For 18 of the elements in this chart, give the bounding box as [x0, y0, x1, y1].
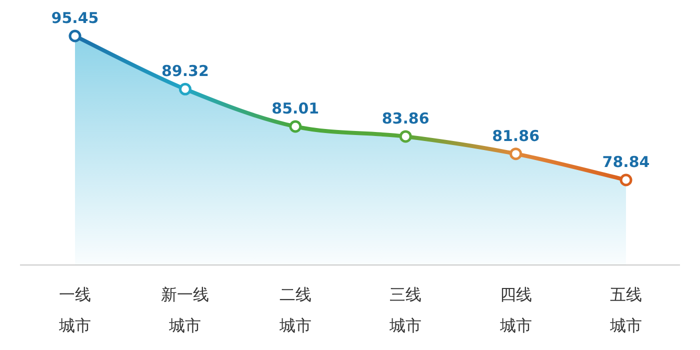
data-label: 83.86 — [382, 109, 430, 128]
point — [399, 130, 412, 143]
data-label: 81.86 — [492, 126, 540, 145]
x-tick-label: 二线城市 — [278, 285, 312, 335]
x-tick-label: 新一线城市 — [161, 285, 210, 335]
data-label: 95.45 — [51, 9, 99, 27]
point — [178, 82, 192, 96]
data-label: 78.84 — [602, 153, 650, 171]
x-tick-label: 三线城市 — [388, 285, 422, 335]
x-tick-label: 四线城市 — [498, 285, 532, 335]
point — [620, 174, 632, 186]
data-label: 89.32 — [161, 62, 209, 80]
point — [68, 30, 82, 42]
point — [510, 148, 522, 160]
x-tick-label: 五线城市 — [609, 285, 642, 335]
x-tick-label: 一线城市 — [58, 285, 91, 335]
point — [289, 120, 302, 133]
data-label: 85.01 — [272, 100, 320, 118]
